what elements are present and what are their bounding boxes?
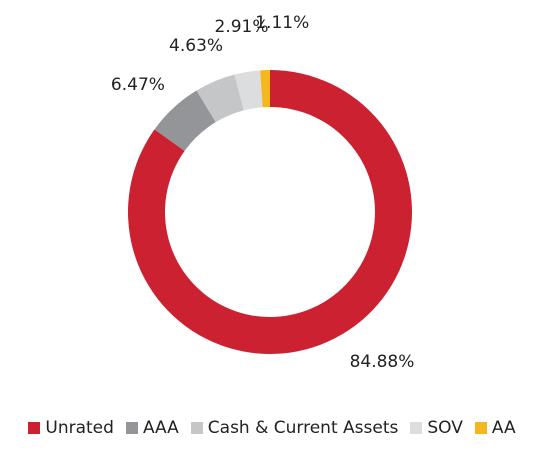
- slice-aa: [260, 70, 270, 108]
- legend-item: AAA: [125, 418, 179, 438]
- donut-chart: 84.88% 6.47%4.63%2.91%1.11%: [111, 13, 415, 372]
- legend-item: SOV: [410, 418, 463, 438]
- data-label: 6.47%: [111, 75, 165, 95]
- legend-label: Unrated: [45, 418, 114, 438]
- data-label: 4.63%: [169, 36, 223, 56]
- donut-slices: [127, 70, 413, 354]
- legend-item: Cash & Current Assets: [190, 418, 399, 438]
- slice-aaa: [154, 90, 216, 151]
- data-label: 2.91%: [215, 17, 269, 37]
- data-label: 84.88%: [350, 352, 415, 372]
- legend-item: Unrated: [28, 418, 114, 438]
- data-label: 1.11%: [255, 13, 309, 33]
- legend-swatch: [474, 422, 487, 434]
- legend-label: AAA: [142, 418, 179, 438]
- legend-label: Cash & Current Assets: [207, 418, 399, 438]
- legend-swatch: [410, 422, 423, 434]
- legend-label: AA: [491, 418, 516, 438]
- legend-swatch: [28, 422, 41, 434]
- legend: Unrated AAA Cash & Current Assets SOV AA: [0, 418, 544, 438]
- legend-swatch: [125, 422, 138, 434]
- slice-cash-current-assets: [196, 74, 244, 123]
- data-labels: 84.88% 6.47%4.63%2.91%1.11%: [111, 13, 415, 372]
- legend-label: SOV: [427, 418, 463, 438]
- legend-swatch: [190, 422, 203, 434]
- legend-item: AA: [474, 418, 516, 438]
- slice-sov: [234, 70, 263, 111]
